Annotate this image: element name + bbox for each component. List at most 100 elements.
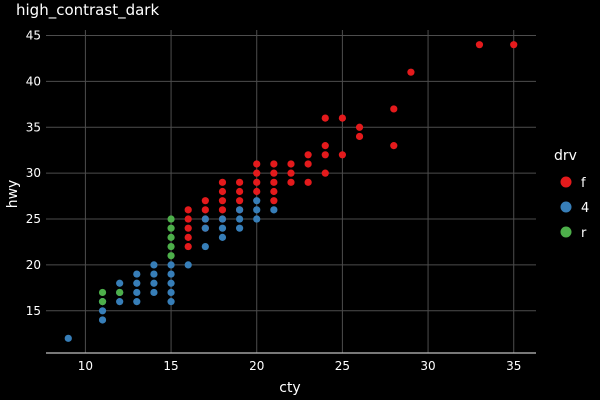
- data-point-4: [167, 298, 175, 306]
- x-tick-label: 25: [335, 359, 350, 373]
- chart-title: high_contrast_dark: [16, 1, 159, 20]
- data-point-4: [133, 270, 141, 278]
- legend: drv f 4 r: [554, 148, 589, 241]
- x-tick-label: 15: [163, 359, 178, 373]
- x-tick-label: 35: [506, 359, 521, 373]
- data-point-4: [253, 206, 261, 214]
- data-point-f: [236, 187, 244, 196]
- data-point-r: [116, 288, 124, 297]
- legend-key-f: [560, 176, 572, 188]
- x-tick-label: 20: [249, 359, 264, 373]
- data-point-4: [218, 215, 227, 223]
- data-point-4: [201, 215, 209, 223]
- data-point-f: [201, 197, 209, 205]
- data-point-f: [253, 178, 261, 186]
- data-point-4: [167, 261, 175, 269]
- data-point-f: [338, 151, 346, 159]
- y-tick-label: 25: [26, 212, 41, 226]
- data-point-r: [167, 252, 175, 260]
- data-point-f: [270, 178, 278, 186]
- data-point-4: [218, 224, 227, 232]
- data-point-4: [150, 279, 158, 287]
- data-point-f: [355, 132, 364, 141]
- legend-label-r: r: [581, 226, 587, 241]
- data-point-f: [338, 114, 346, 122]
- data-point-4: [98, 307, 107, 315]
- y-tick-label: 35: [26, 120, 41, 134]
- legend-label-4: 4: [581, 201, 589, 216]
- data-point-4: [270, 206, 278, 214]
- data-point-f: [287, 160, 295, 168]
- data-point-f: [304, 151, 312, 159]
- data-point-f: [304, 178, 312, 186]
- data-point-4: [64, 334, 72, 342]
- data-point-4: [150, 288, 158, 297]
- x-tick-label: 10: [78, 359, 93, 373]
- data-point-4: [133, 298, 141, 306]
- data-point-f: [253, 160, 261, 168]
- legend-key-r: [560, 226, 572, 238]
- data-point-f: [304, 160, 312, 168]
- data-point-r: [167, 233, 175, 241]
- data-point-f: [321, 142, 329, 150]
- data-point-f: [184, 233, 192, 241]
- data-point-f: [253, 169, 261, 177]
- legend-label-f: f: [581, 176, 586, 191]
- data-point-f: [390, 142, 398, 150]
- y-tick-label: 30: [26, 166, 41, 180]
- data-point-4: [133, 288, 141, 297]
- data-point-f: [270, 160, 278, 168]
- data-point-f: [184, 215, 192, 223]
- y-tick-label: 15: [26, 304, 41, 318]
- data-point-f: [287, 178, 295, 186]
- data-point-r: [98, 288, 107, 297]
- data-point-f: [218, 187, 227, 196]
- data-point-r: [98, 298, 107, 306]
- data-point-4: [116, 279, 124, 287]
- data-point-f: [236, 178, 244, 186]
- y-tick-label: 45: [26, 29, 41, 43]
- data-point-f: [390, 105, 398, 113]
- data-point-4: [253, 197, 261, 205]
- data-point-f: [218, 197, 227, 205]
- data-point-f: [270, 197, 278, 205]
- data-point-4: [236, 206, 244, 214]
- legend-title: drv: [554, 148, 577, 164]
- data-point-4: [167, 288, 175, 297]
- data-point-4: [133, 279, 141, 287]
- data-point-4: [116, 298, 124, 306]
- x-axis-label: cty: [279, 380, 300, 396]
- data-point-4: [150, 261, 158, 269]
- data-point-4: [236, 215, 244, 223]
- data-point-r: [167, 224, 175, 232]
- data-point-f: [236, 197, 244, 205]
- data-point-r: [167, 215, 175, 223]
- data-point-f: [184, 206, 192, 214]
- data-point-4: [184, 261, 192, 269]
- data-point-f: [321, 151, 329, 159]
- data-point-f: [510, 41, 518, 49]
- data-point-4: [167, 270, 175, 278]
- data-point-f: [321, 114, 329, 122]
- y-axis-label: hwy: [5, 180, 21, 209]
- data-point-4: [98, 316, 107, 324]
- legend-key-4: [560, 201, 572, 213]
- data-point-f: [218, 206, 227, 214]
- plot-area: 10 15 20 25 30 35 15 20 25 30 35 40 45: [26, 29, 536, 373]
- data-point-4: [253, 215, 261, 223]
- data-point-4: [236, 224, 244, 232]
- x-tick-label: 30: [420, 359, 435, 373]
- data-point-f: [287, 169, 295, 177]
- data-point-f: [253, 187, 261, 196]
- data-point-4: [167, 279, 175, 287]
- data-point-4: [218, 233, 227, 241]
- data-point-f: [184, 242, 192, 251]
- data-point-f: [355, 123, 364, 131]
- y-tick-label: 20: [26, 258, 41, 272]
- data-point-r: [167, 242, 175, 251]
- data-point-f: [270, 187, 278, 196]
- data-point-4: [150, 270, 158, 278]
- y-tick-label: 40: [26, 74, 41, 88]
